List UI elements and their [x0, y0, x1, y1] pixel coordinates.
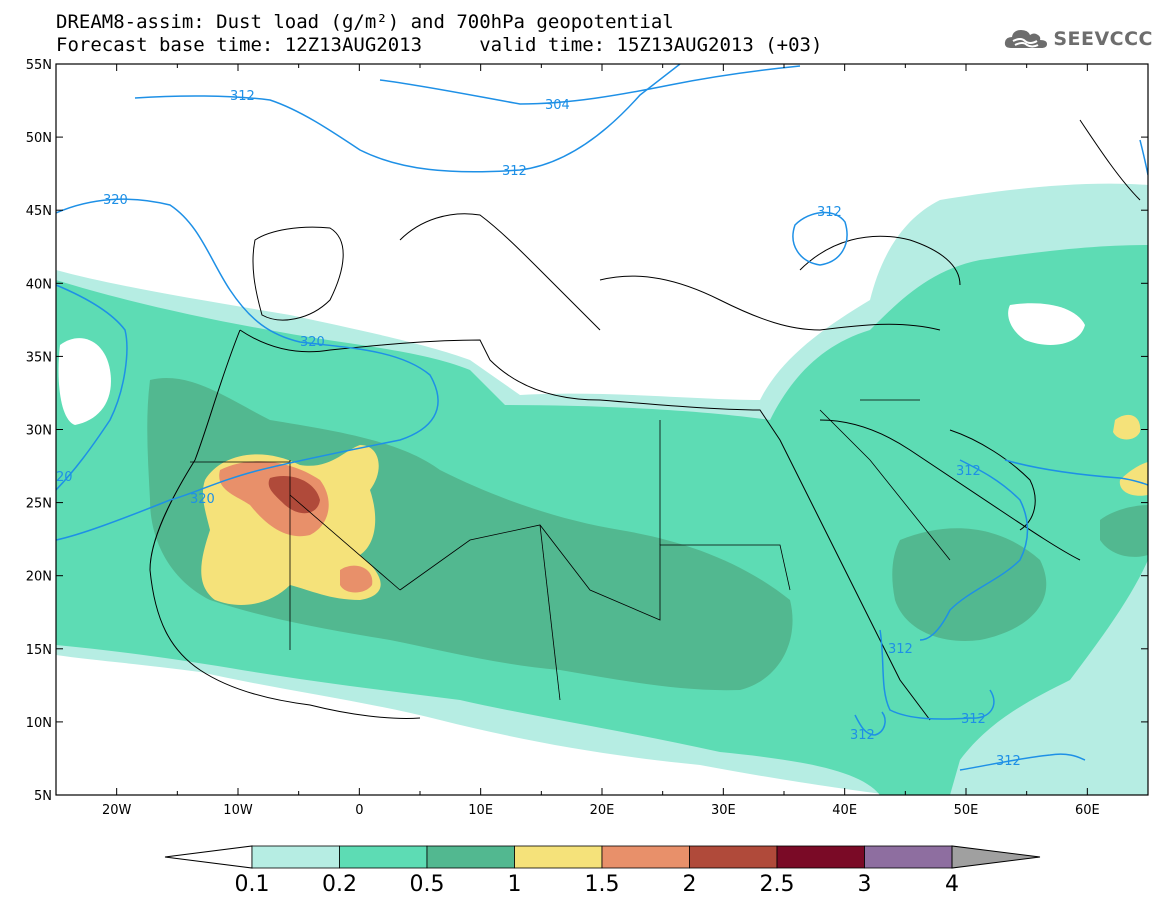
lat-label: 5N [34, 789, 52, 804]
lat-label: 20N [26, 570, 52, 585]
lon-label: 50E [954, 803, 979, 818]
lat-label: 40N [26, 277, 52, 292]
colorbar-over-arrow [951, 845, 1041, 869]
contour-312-east-africa [854, 711, 886, 736]
contour-320-west [56, 198, 439, 541]
dust-level-0.2 [56, 245, 1148, 795]
lon-label: 10E [468, 803, 493, 818]
map-area: 312 304 312 320 312 320 320 20 312 312 3… [56, 64, 1148, 795]
contour-312-north [134, 64, 681, 173]
lat-label: 25N [26, 497, 52, 512]
lon-label: 20W [102, 803, 132, 818]
lon-label: 60E [1075, 803, 1100, 818]
contour-label: 312 [850, 728, 875, 743]
contour-312-somalia [959, 753, 1086, 771]
colorbar-label: 4 [945, 872, 959, 897]
dust-level-0.5-arabia [892, 528, 1047, 641]
coastlines [149, 119, 1141, 721]
colorbar-segment [689, 845, 778, 869]
colorbar-label: 0.1 [234, 872, 270, 897]
colorbar-label: 1 [507, 872, 522, 897]
contour-label: 320 [103, 193, 128, 208]
colorbar-under-arrow [164, 845, 253, 869]
colorbar-label: 3 [857, 872, 872, 897]
lon-label: 40E [832, 803, 857, 818]
lon-label: 10W [223, 803, 253, 818]
colorbar-label: 1.5 [584, 872, 620, 897]
lat-label: 45N [26, 204, 52, 219]
contour-label: 320 [300, 335, 325, 350]
dust-field [56, 183, 1148, 795]
map-title: DREAM8-assim: Dust load (g/m²) and 700hP… [56, 11, 674, 33]
colorbar-segment [339, 845, 428, 869]
contour-label: 320 [190, 492, 215, 507]
dust-level-2 [268, 476, 320, 514]
lat-label: 55N [26, 58, 52, 73]
colorbar-label: 2 [682, 872, 697, 897]
contour-label: 312 [996, 754, 1021, 769]
lat-label: 10N [26, 716, 52, 731]
lon-label: 20E [590, 803, 615, 818]
ocean-clear-west-africa [56, 680, 330, 795]
contour-label: 20 [56, 470, 73, 485]
colorbar-label: 2.5 [759, 872, 795, 897]
country-borders [190, 399, 951, 701]
colorbar-label: 0.5 [409, 872, 445, 897]
clear-caspian [1008, 303, 1085, 345]
colorbar-segment [864, 845, 953, 869]
contour-label: 312 [888, 642, 913, 657]
contour-label: 312 [817, 205, 842, 220]
lat-label: 50N [26, 131, 52, 146]
colorbar-segment [251, 845, 340, 869]
lat-label: 30N [26, 424, 52, 439]
cloud-icon [1005, 30, 1048, 48]
contour-labels: 312 304 312 320 312 320 320 20 312 312 3… [56, 89, 1021, 769]
lon-label: 30E [711, 803, 736, 818]
colorbar-segment [776, 845, 865, 869]
seevccc-logo: SEEVCCC [1003, 26, 1153, 52]
logo-text: SEEVCCC [1053, 28, 1153, 50]
contour-312-arabia [919, 459, 1029, 641]
lat-label: 15N [26, 643, 52, 658]
colorbar [164, 845, 1041, 869]
colorbar-segment [426, 845, 515, 869]
colorbar-segment [601, 845, 690, 869]
map-subtitle: Forecast base time: 12Z13AUG2013 valid t… [56, 34, 823, 56]
dust-level-0.5 [147, 378, 793, 691]
contour-320-edge [56, 284, 128, 491]
colorbar-segment [514, 845, 603, 869]
latitude-labels: 55N 50N 45N 40N 35N 30N 25N 20N 15N 10N 5N [26, 58, 52, 804]
dust-level-1-persian-gulf [1113, 414, 1141, 440]
contour-312-horn [879, 629, 995, 720]
ocean-clear-atlantic [58, 338, 111, 425]
longitude-labels: 20W 10W 0 10E 20E 30E 40E 50E 60E [102, 803, 1100, 818]
colorbar-label: 0.2 [322, 872, 357, 897]
dust-level-1-makran [1119, 462, 1148, 496]
contour-label: 304 [545, 98, 570, 113]
dust-level-1.5-south [340, 565, 373, 593]
contour-304 [379, 65, 801, 105]
contour-label: 312 [502, 164, 527, 179]
geopotential-contours [56, 64, 1148, 771]
contour-312-black-sea [792, 211, 848, 266]
lon-label: 0 [355, 803, 363, 818]
contour-label: 312 [956, 464, 981, 479]
dust-level-0.5-east [1100, 505, 1148, 557]
contour-label: 312 [230, 89, 255, 104]
contour-label: 312 [961, 712, 986, 727]
contour-312-gulf [1004, 459, 1148, 486]
lat-label: 35N [26, 350, 52, 365]
axis-ticks [55, 63, 1149, 796]
